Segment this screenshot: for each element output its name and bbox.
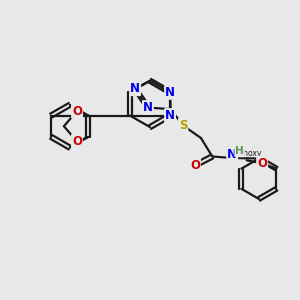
- Text: O: O: [190, 159, 200, 172]
- Text: S: S: [179, 119, 188, 132]
- Text: N: N: [165, 109, 175, 122]
- Text: N: N: [227, 148, 237, 161]
- Text: O: O: [257, 157, 267, 170]
- Text: O: O: [72, 135, 82, 148]
- Text: N: N: [130, 82, 140, 95]
- Text: methoxy: methoxy: [229, 149, 262, 158]
- Text: O: O: [72, 105, 82, 118]
- Text: H: H: [235, 146, 244, 156]
- Text: N: N: [143, 101, 153, 114]
- Text: N: N: [165, 86, 175, 99]
